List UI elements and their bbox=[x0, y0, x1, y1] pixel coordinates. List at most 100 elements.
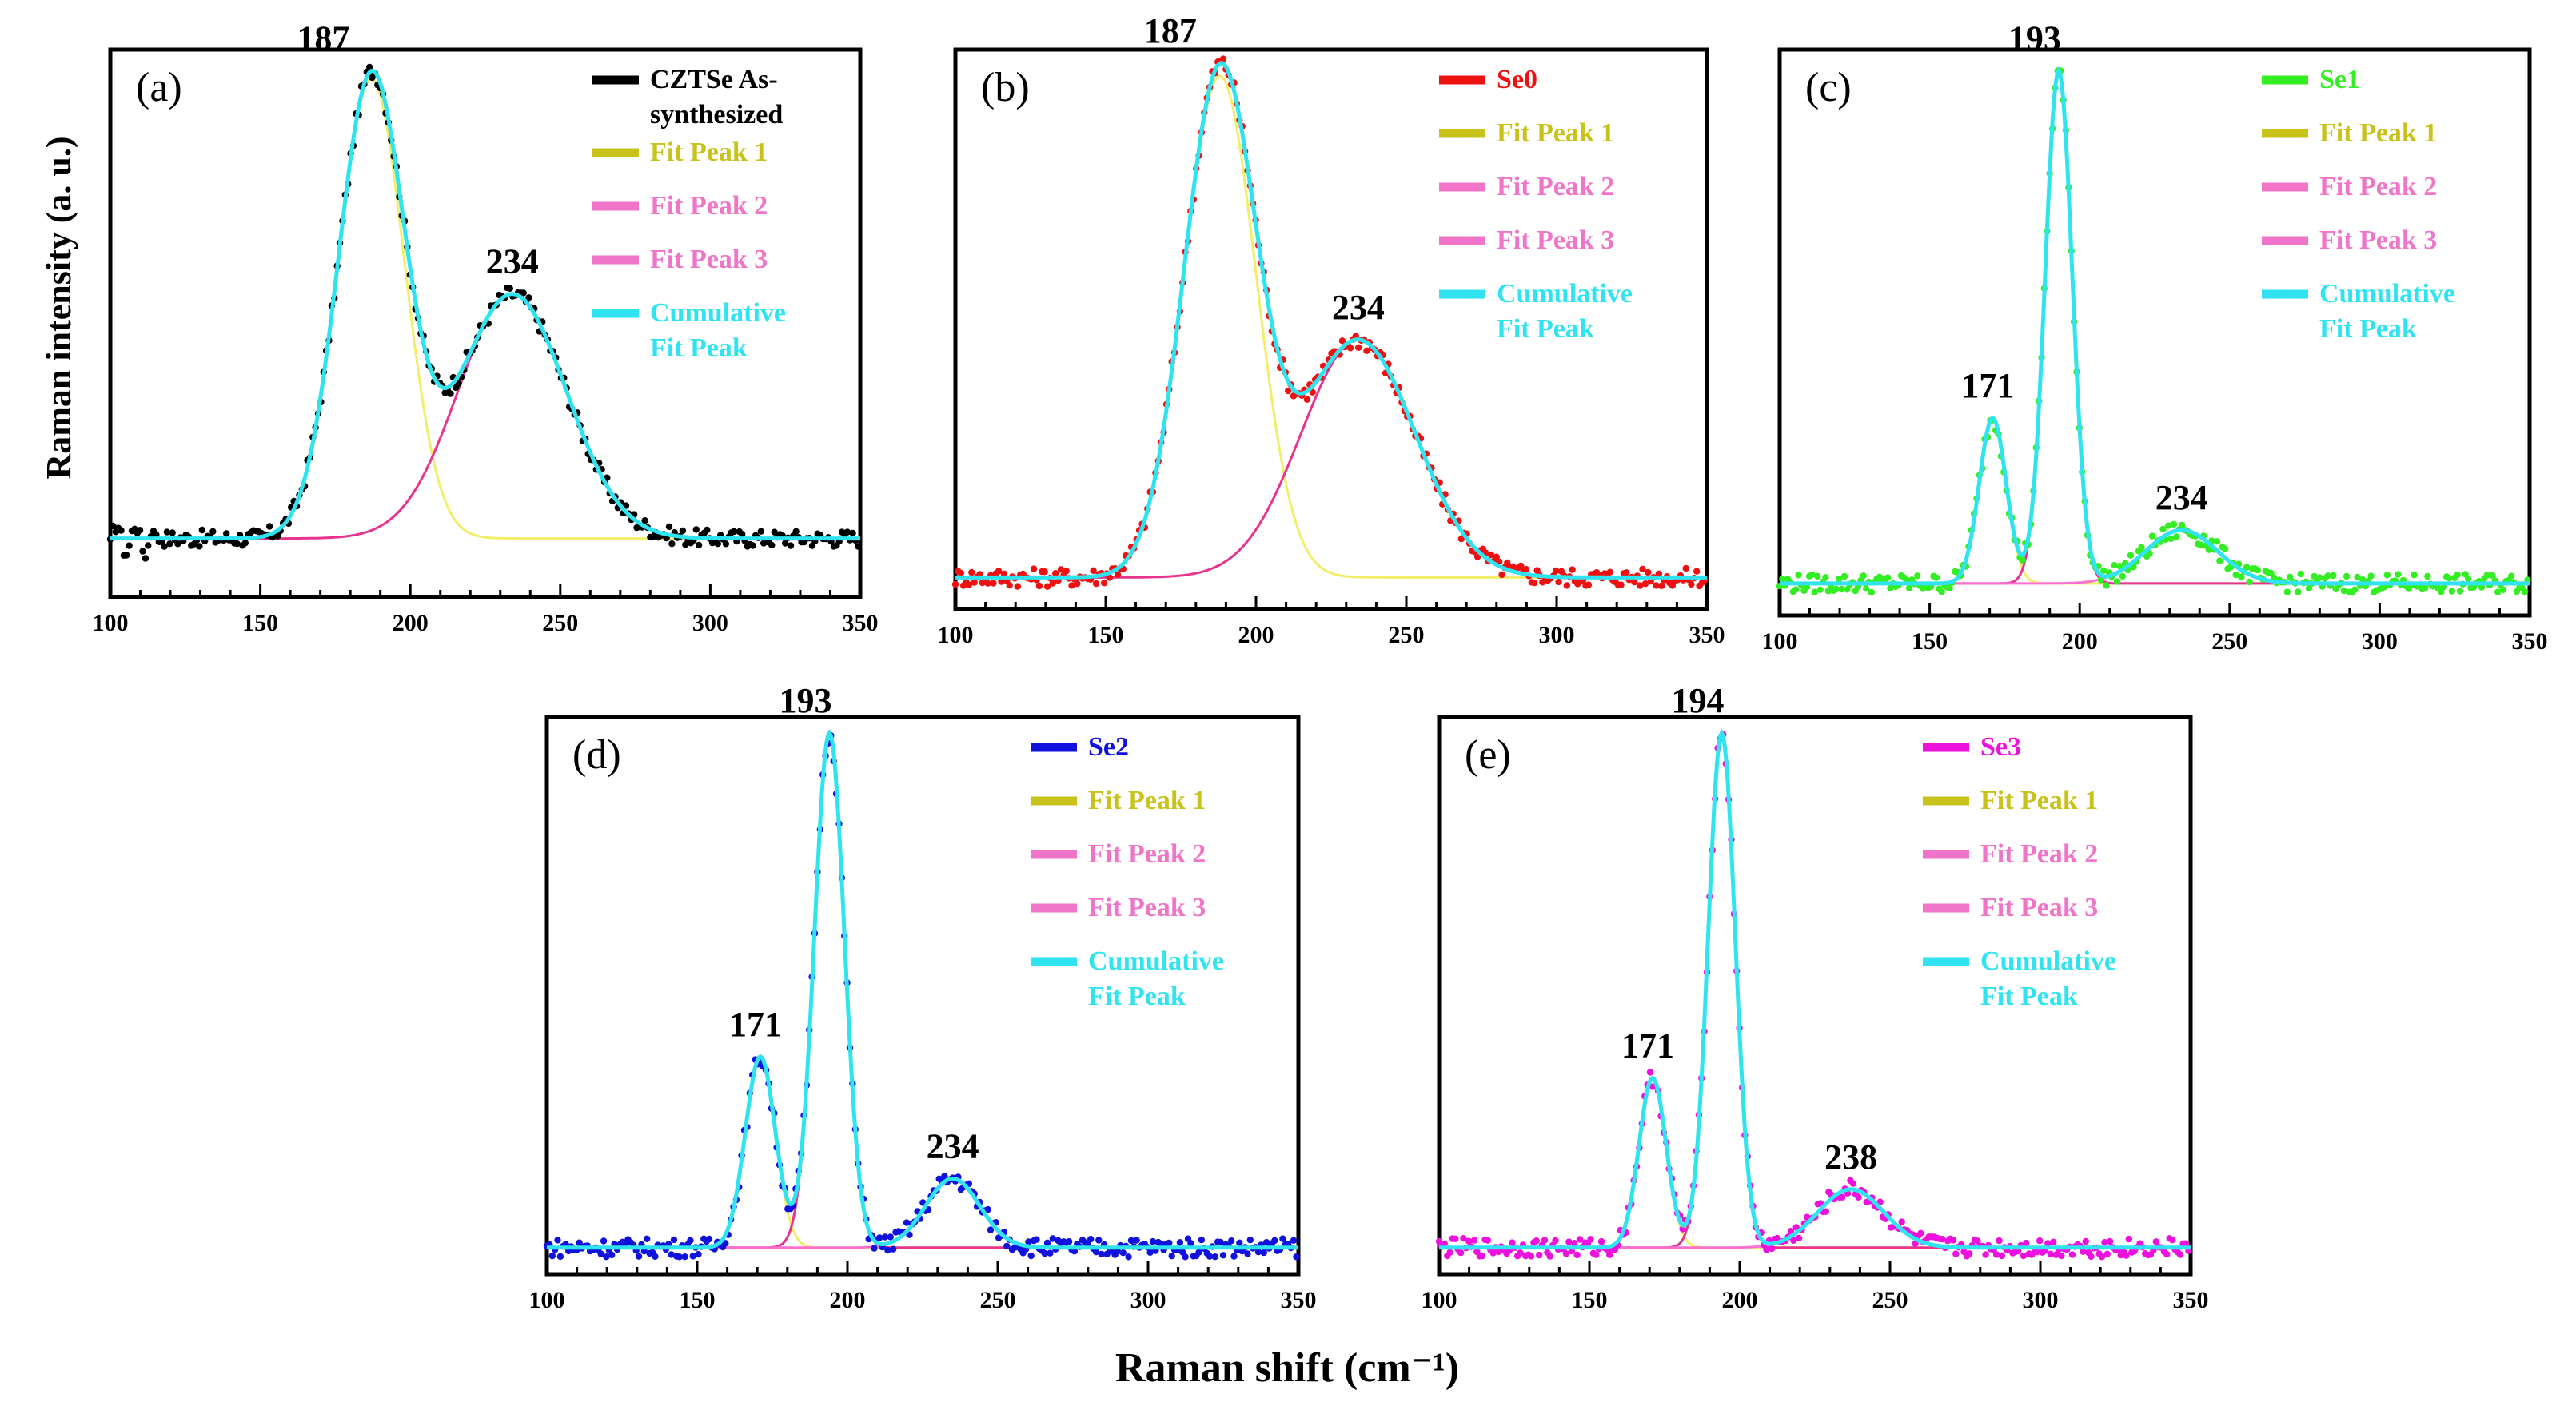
data-point bbox=[223, 530, 230, 537]
data-point bbox=[2050, 1238, 2057, 1246]
data-point bbox=[987, 1226, 995, 1233]
x-tick-label-b: 250 bbox=[1389, 622, 1425, 648]
data-point bbox=[1211, 1253, 1219, 1261]
data-point bbox=[1217, 1238, 1224, 1246]
panel-d: 100 150 200 250 300 350 (d) 171 193 234 Se2 Fit Pea… bbox=[529, 681, 1317, 1313]
x-tick-label-b: 300 bbox=[1539, 622, 1575, 648]
data-point bbox=[670, 1236, 678, 1244]
data-point bbox=[1946, 584, 1953, 591]
cumulative-fit-curve-c bbox=[1780, 66, 2530, 586]
data-point bbox=[652, 1253, 659, 1261]
x-tick-label-c: 350 bbox=[2512, 628, 2548, 655]
legend-label-fit3-d: Fit Peak 3 bbox=[1088, 893, 1206, 922]
peak-annotation-c: 193 bbox=[2008, 19, 2061, 58]
data-point bbox=[2205, 546, 2213, 553]
data-point bbox=[1493, 553, 1501, 560]
data-point bbox=[1293, 1253, 1300, 1261]
data-point bbox=[1338, 337, 1346, 345]
data-point bbox=[2340, 588, 2347, 595]
data-point bbox=[2521, 588, 2529, 595]
data-point bbox=[1460, 1235, 1467, 1242]
x-tick-label-b: 150 bbox=[1088, 622, 1124, 648]
fit-peak-1-curve-e bbox=[1439, 1076, 2191, 1249]
data-point bbox=[2448, 588, 2455, 595]
data-point bbox=[274, 532, 281, 540]
data-point bbox=[881, 1233, 889, 1241]
data-point bbox=[687, 1237, 694, 1245]
data-point bbox=[1509, 1239, 1516, 1246]
data-point bbox=[1553, 567, 1560, 575]
data-point bbox=[554, 1237, 561, 1244]
cumulative-fit-curve-e bbox=[1439, 728, 2191, 1250]
x-tick-label-b: 350 bbox=[1689, 622, 1725, 648]
data-point bbox=[2177, 1251, 2184, 1258]
x-tick-label-e: 200 bbox=[1722, 1287, 1758, 1313]
panel-label-a: (a) bbox=[136, 65, 182, 110]
peak-annotation-c: 171 bbox=[1961, 366, 2014, 405]
data-point bbox=[1832, 585, 1840, 593]
data-point bbox=[506, 285, 513, 292]
data-point bbox=[1949, 1237, 1957, 1244]
data-point bbox=[2068, 1251, 2076, 1258]
data-point bbox=[1098, 1250, 1105, 1258]
data-point bbox=[876, 1234, 883, 1241]
data-point bbox=[1688, 580, 1695, 588]
data-point bbox=[1195, 1249, 1202, 1256]
data-point bbox=[714, 540, 721, 548]
data-point bbox=[787, 542, 795, 549]
data-point bbox=[2216, 557, 2223, 564]
data-point bbox=[1146, 1249, 1154, 1257]
legend-label-line: Fit Peak 2 bbox=[2319, 172, 2437, 201]
data-point bbox=[1090, 567, 1097, 574]
data-point bbox=[1645, 568, 1652, 576]
data-point bbox=[1836, 576, 1843, 583]
data-point bbox=[2168, 1237, 2176, 1244]
data-point bbox=[2178, 521, 2186, 528]
data-point bbox=[2159, 525, 2167, 532]
data-point bbox=[1230, 1253, 1238, 1260]
data-point bbox=[1552, 1237, 1559, 1245]
data-point bbox=[676, 1253, 683, 1261]
x-tick-label-d: 200 bbox=[830, 1287, 866, 1313]
data-point bbox=[704, 526, 711, 534]
panel-label-e: (e) bbox=[1465, 732, 1511, 778]
data-point bbox=[1840, 572, 1848, 580]
data-point bbox=[1487, 551, 1495, 559]
data-point bbox=[136, 527, 144, 534]
legend-label-fit3-a: Fit Peak 3 bbox=[650, 245, 768, 274]
data-point bbox=[1182, 1253, 1189, 1261]
data-point bbox=[1441, 1240, 1449, 1248]
data-point bbox=[597, 1250, 604, 1257]
data-point bbox=[2295, 588, 2302, 595]
data-point bbox=[1522, 566, 1530, 573]
data-point bbox=[2103, 1250, 2111, 1258]
data-point bbox=[161, 543, 168, 550]
data-point bbox=[739, 531, 746, 538]
legend-label-line: Fit Peak 3 bbox=[1980, 893, 2098, 922]
data-point bbox=[1125, 1253, 1132, 1261]
data-point bbox=[1814, 572, 1821, 580]
data-point bbox=[1795, 572, 1802, 579]
data-point bbox=[2411, 572, 2418, 579]
data-point bbox=[941, 1173, 948, 1180]
legend-label-line: Fit Peak 2 bbox=[1980, 839, 2098, 869]
data-point bbox=[2123, 1252, 2130, 1259]
data-point bbox=[1974, 1237, 1981, 1245]
data-point bbox=[1868, 588, 1875, 596]
data-point bbox=[887, 1233, 895, 1241]
data-point bbox=[1041, 1249, 1048, 1257]
data-point bbox=[1065, 1238, 1073, 1245]
data-point bbox=[2454, 571, 2461, 579]
data-point bbox=[1176, 1239, 1184, 1246]
data-point bbox=[241, 540, 249, 547]
data-point bbox=[2283, 588, 2291, 595]
legend-label-fit1-d: Fit Peak 1 bbox=[1088, 786, 1206, 815]
data-point bbox=[2107, 1237, 2114, 1245]
data-point bbox=[903, 1219, 911, 1226]
data-point bbox=[2098, 1253, 2106, 1261]
legend-label-data-b: Se0 bbox=[1497, 65, 1537, 94]
data-point bbox=[2182, 1240, 2190, 1247]
data-point bbox=[1816, 586, 1824, 593]
data-point bbox=[1546, 1253, 1553, 1260]
legend-label-cum-e: Cumulative Fit Peak bbox=[1980, 946, 2116, 1011]
